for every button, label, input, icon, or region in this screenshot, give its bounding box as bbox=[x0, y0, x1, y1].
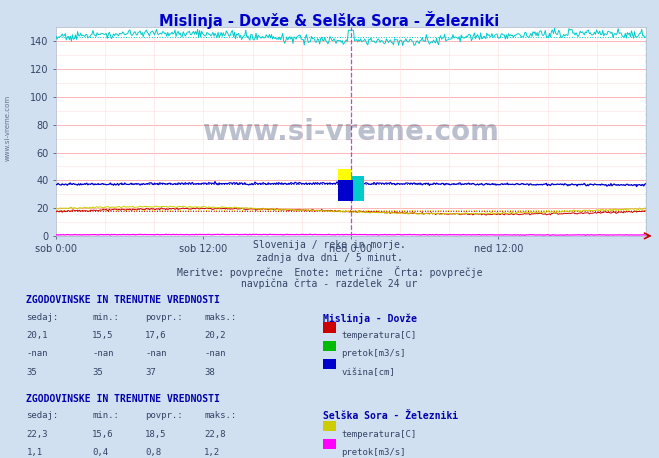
Text: 38: 38 bbox=[204, 368, 215, 377]
Text: Slovenija / reke in morje.: Slovenija / reke in morje. bbox=[253, 240, 406, 250]
Text: 35: 35 bbox=[92, 368, 103, 377]
Text: 37: 37 bbox=[145, 368, 156, 377]
Text: ZGODOVINSKE IN TRENUTNE VREDNOSTI: ZGODOVINSKE IN TRENUTNE VREDNOSTI bbox=[26, 295, 220, 305]
Text: 18,5: 18,5 bbox=[145, 430, 167, 439]
Text: www.si-vreme.com: www.si-vreme.com bbox=[5, 95, 11, 161]
Text: maks.:: maks.: bbox=[204, 313, 237, 322]
Text: zadnja dva dni / 5 minut.: zadnja dva dni / 5 minut. bbox=[256, 253, 403, 263]
Text: povpr.:: povpr.: bbox=[145, 313, 183, 322]
Text: 0,4: 0,4 bbox=[92, 448, 108, 457]
Text: min.:: min.: bbox=[92, 411, 119, 420]
Text: sedaj:: sedaj: bbox=[26, 313, 59, 322]
Text: min.:: min.: bbox=[92, 313, 119, 322]
Text: temperatura[C]: temperatura[C] bbox=[341, 430, 416, 439]
Text: 22,8: 22,8 bbox=[204, 430, 226, 439]
Text: pretok[m3/s]: pretok[m3/s] bbox=[341, 448, 406, 457]
Text: 20,1: 20,1 bbox=[26, 331, 48, 340]
Text: -nan: -nan bbox=[92, 349, 114, 359]
Text: višina[cm]: višina[cm] bbox=[341, 368, 395, 377]
Text: Meritve: povprečne  Enote: metrične  Črta: povprečje: Meritve: povprečne Enote: metrične Črta:… bbox=[177, 266, 482, 278]
Text: 17,6: 17,6 bbox=[145, 331, 167, 340]
Text: povpr.:: povpr.: bbox=[145, 411, 183, 420]
Text: navpična črta - razdelek 24 ur: navpična črta - razdelek 24 ur bbox=[241, 278, 418, 289]
Text: Selška Sora - Železniki: Selška Sora - Železniki bbox=[323, 411, 458, 421]
Text: temperatura[C]: temperatura[C] bbox=[341, 331, 416, 340]
Bar bbox=[338, 180, 353, 201]
Text: 1,2: 1,2 bbox=[204, 448, 220, 457]
Text: 22,3: 22,3 bbox=[26, 430, 48, 439]
Text: 1,1: 1,1 bbox=[26, 448, 42, 457]
Text: 20,2: 20,2 bbox=[204, 331, 226, 340]
Text: sedaj:: sedaj: bbox=[26, 411, 59, 420]
Text: Mislinja - Dovže: Mislinja - Dovže bbox=[323, 313, 417, 324]
Text: Mislinja - Dovže & Selška Sora - Železniki: Mislinja - Dovže & Selška Sora - Železni… bbox=[159, 11, 500, 29]
Text: www.si-vreme.com: www.si-vreme.com bbox=[202, 118, 500, 146]
Text: -nan: -nan bbox=[145, 349, 167, 359]
Text: 0,8: 0,8 bbox=[145, 448, 161, 457]
Bar bbox=[338, 169, 351, 183]
Text: pretok[m3/s]: pretok[m3/s] bbox=[341, 349, 406, 359]
Text: -nan: -nan bbox=[204, 349, 226, 359]
Text: 15,6: 15,6 bbox=[92, 430, 114, 439]
Text: -nan: -nan bbox=[26, 349, 48, 359]
Text: 35: 35 bbox=[26, 368, 37, 377]
Bar bbox=[351, 176, 364, 201]
Text: maks.:: maks.: bbox=[204, 411, 237, 420]
Text: ZGODOVINSKE IN TRENUTNE VREDNOSTI: ZGODOVINSKE IN TRENUTNE VREDNOSTI bbox=[26, 394, 220, 404]
Text: 15,5: 15,5 bbox=[92, 331, 114, 340]
